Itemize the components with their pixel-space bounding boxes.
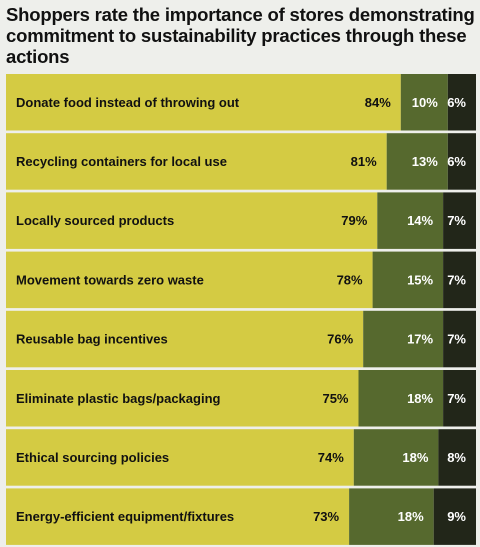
chart-title: Shoppers rate the importance of stores d…	[6, 4, 475, 67]
bar-segment-1	[6, 251, 373, 309]
category-label: Ethical sourcing policies	[16, 450, 169, 465]
bar-segment-3	[433, 488, 476, 545]
bar-segment-2	[372, 251, 444, 309]
category-label: Locally sourced products	[16, 213, 174, 228]
value-label: 84%	[365, 95, 391, 110]
bar-segment-1	[6, 370, 359, 427]
value-label: 6%	[447, 95, 466, 110]
bar-row: 78% 15% 7% Movement towards zero waste	[6, 251, 476, 309]
bar-segment-2	[349, 488, 434, 545]
value-label: 18%	[398, 509, 424, 524]
bar-row: 79% 14% 7% Locally sourced products	[6, 192, 476, 249]
bar-row: 73% 18% 9% Energy-efficient equipment/fixtu…	[6, 488, 476, 545]
bar-row: 76% 17% 7% Reusable bag incentives	[6, 310, 476, 368]
bar-row: 74% 18% 8% Ethical sourcing policies	[6, 429, 476, 486]
bar-segment-1	[6, 133, 387, 190]
category-label: Eliminate plastic bags/packaging	[16, 391, 221, 406]
value-label: 7%	[447, 272, 466, 287]
value-label: 18%	[402, 450, 428, 465]
bar-segment-1	[6, 192, 378, 249]
bar-segment-2	[386, 133, 448, 190]
bar-segment-1	[6, 310, 364, 368]
bar-segment-2	[400, 74, 448, 131]
value-label: 14%	[407, 213, 433, 228]
bar-segment-2	[363, 310, 444, 368]
bar-segment-3	[443, 192, 476, 249]
value-label: 76%	[327, 332, 353, 347]
value-label: 13%	[412, 154, 438, 169]
value-label: 81%	[351, 154, 377, 169]
bar-segment-3	[443, 310, 476, 368]
value-label: 17%	[407, 332, 433, 347]
bar-segment-3	[447, 74, 476, 131]
bar-segment-2	[353, 429, 439, 486]
bar-segment-3	[447, 133, 476, 190]
value-label: 75%	[322, 391, 348, 406]
value-label: 79%	[341, 213, 367, 228]
value-label: 7%	[447, 391, 466, 406]
bar-segment-3	[443, 251, 476, 309]
value-label: 73%	[313, 509, 339, 524]
value-label: 10%	[412, 95, 438, 110]
bar-segment-2	[358, 370, 444, 427]
value-label: 7%	[447, 213, 466, 228]
bar-segment-3	[438, 429, 476, 486]
value-label: 15%	[407, 272, 433, 287]
bar-row: 75% 18% 7% Eliminate plastic bags/packaging	[6, 370, 476, 427]
bar-segment-1	[6, 429, 354, 486]
value-label: 6%	[447, 154, 466, 169]
bar-segment-1	[6, 74, 401, 131]
bar-row: 84% 10% 6% Donate food instead of throwing …	[6, 74, 476, 131]
value-label: 8%	[447, 450, 466, 465]
value-label: 7%	[447, 332, 466, 347]
value-label: 78%	[337, 272, 363, 287]
category-label: Donate food instead of throwing out	[16, 95, 240, 110]
bar-segment-3	[443, 370, 476, 427]
value-label: 18%	[407, 391, 433, 406]
category-label: Reusable bag incentives	[16, 332, 168, 347]
bar-row: 81% 13% 6% Recycling containers for local u…	[6, 133, 476, 190]
category-label: Movement towards zero waste	[16, 272, 204, 287]
value-label: 9%	[447, 509, 466, 524]
value-label: 74%	[318, 450, 344, 465]
category-label: Recycling containers for local use	[16, 154, 227, 169]
bar-segment-1	[6, 488, 350, 545]
bar-segment-2	[377, 192, 444, 249]
category-label: Energy-efficient equipment/fixtures	[16, 509, 234, 524]
